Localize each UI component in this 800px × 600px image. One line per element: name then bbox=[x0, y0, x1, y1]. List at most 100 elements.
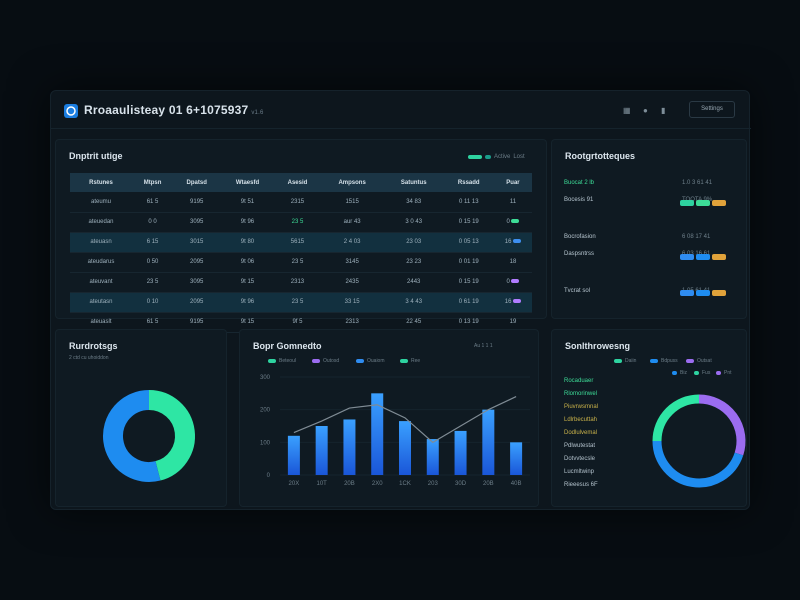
y-tick-label: 300 bbox=[260, 375, 271, 381]
legend-label: Pnt bbox=[724, 370, 732, 376]
ranking-item-label: Daspsntrss bbox=[564, 251, 595, 257]
column-header[interactable]: Ampsons bbox=[320, 173, 384, 192]
table-cell: 23 5 bbox=[132, 272, 174, 293]
table-cell: 23 23 bbox=[383, 252, 444, 273]
y-tick-label: 100 bbox=[260, 440, 271, 446]
column-header[interactable]: Dpatsd bbox=[173, 173, 221, 192]
table-cell: 18 bbox=[493, 252, 532, 273]
table-cell: ateuasn bbox=[70, 232, 133, 253]
table-row[interactable]: ateutasn 0 10 2095 9t 96 23 5 33 15 3 4 43 0 61… bbox=[70, 292, 532, 313]
legend-swatch bbox=[356, 359, 364, 363]
table-row[interactable]: ateuaslt 61 5 9195 9t 15 9f 5 2313 22 45 0 13 1… bbox=[70, 312, 532, 333]
table-cell: 16 bbox=[493, 232, 532, 253]
bar-chart-panel: Bopr Gomnedto Au 1 1 1 Beteoul Outosd Ouai… bbox=[239, 329, 539, 507]
table-cell: 0 bbox=[493, 212, 532, 233]
grid-icon[interactable]: ▦ bbox=[623, 106, 631, 115]
table-cell: 0 11 13 bbox=[443, 192, 494, 213]
table-cell: 9t 51 bbox=[220, 192, 275, 213]
data-table-panel: Dnptrit utige Active Lost Rstunes Mtpsn Dp… bbox=[55, 139, 547, 333]
table-cell: ateumu bbox=[70, 192, 133, 213]
donut2-legend-item: Biz bbox=[672, 370, 687, 376]
donut2-list-item: Lucmltwinp bbox=[564, 469, 595, 475]
column-header[interactable]: Puar bbox=[493, 173, 532, 192]
donut-chart-1 bbox=[103, 390, 195, 482]
x-tick-label: 10T bbox=[316, 481, 327, 487]
column-header[interactable]: Wtaesfd bbox=[220, 173, 275, 192]
legend-swatch bbox=[268, 359, 276, 363]
table-cell: 0 0 bbox=[132, 212, 174, 233]
table-cell: aur 43 bbox=[320, 212, 384, 233]
table-cell: 23 5 bbox=[274, 292, 321, 313]
table-cell: 3095 bbox=[173, 212, 221, 233]
donut2-title: Sonlthrowesng bbox=[565, 341, 630, 351]
table-cell: 3 4 43 bbox=[383, 292, 444, 313]
table-cell: 0 61 19 bbox=[443, 292, 494, 313]
legend-swatch bbox=[694, 371, 699, 375]
column-header[interactable]: Rssadd bbox=[443, 173, 494, 192]
legend-label: Outosd bbox=[323, 358, 340, 364]
donut2-legend-item: Daiin bbox=[614, 358, 636, 364]
bell-icon[interactable]: ● bbox=[643, 106, 648, 115]
table-cell: 3015 bbox=[173, 232, 221, 253]
donut2-list-item: Rocaduaer bbox=[564, 378, 594, 384]
column-header[interactable]: Rstunes bbox=[70, 173, 133, 192]
rankings-title: Rootgrtotteques bbox=[565, 151, 635, 161]
table-cell: 23 03 bbox=[383, 232, 444, 253]
legend-swatch bbox=[312, 359, 320, 363]
donut2-list-item: Dotvvtecsle bbox=[564, 456, 596, 462]
donut2-list-item: Rieeesus 6F bbox=[564, 482, 598, 488]
bar-chart: 0 100 200 300 20X 10T 20B 2X0 1CK 203 30D 20B 40B bbox=[260, 375, 530, 487]
dashboard-window: Rroaaulisteay 01 6+1075937 v1.6 ▦ ● ▮ Set… bbox=[50, 90, 751, 510]
table-row[interactable]: ateuasn 6 15 3015 9t 80 5615 2 4 03 23 03 0 05 … bbox=[70, 232, 532, 253]
table-cell: 2095 bbox=[173, 292, 221, 313]
y-tick-label: 200 bbox=[260, 408, 271, 414]
sparkline-segment bbox=[712, 254, 726, 260]
table-cell: 9t 06 bbox=[220, 252, 275, 273]
status-indicator bbox=[511, 279, 520, 283]
table-cell: 2095 bbox=[173, 252, 221, 273]
x-tick-label: 20B bbox=[483, 481, 494, 487]
bar-legend-item: Ouaiom bbox=[356, 358, 385, 364]
x-tick-label: 2X0 bbox=[372, 481, 383, 487]
table-cell: 2443 bbox=[383, 272, 444, 293]
donut2-legend-item: Pnt bbox=[716, 370, 732, 376]
table-cell: 2315 bbox=[274, 192, 321, 213]
donut2-legend-item: Outsat bbox=[686, 358, 712, 364]
user-icon[interactable]: ▮ bbox=[661, 106, 666, 115]
bar bbox=[315, 426, 328, 475]
table-row[interactable]: ateuedan 0 0 3095 9t 96 23 5 aur 43 3 0 43 0 15… bbox=[70, 212, 532, 233]
table-cell: 2435 bbox=[320, 272, 384, 293]
column-header[interactable]: Mtpsn bbox=[132, 173, 174, 192]
table-cell: 9t 96 bbox=[220, 212, 275, 233]
ranking-item-value: 1.0 3 61 41 bbox=[682, 180, 713, 186]
legend-label: Lost bbox=[513, 154, 525, 160]
bar bbox=[510, 442, 523, 475]
table-cell: 23 5 bbox=[274, 252, 321, 273]
table-row[interactable]: ateuvant 23 5 3095 9t 15 2313 2435 2443 0 15 19… bbox=[70, 272, 532, 293]
trend-line bbox=[293, 396, 517, 444]
column-header[interactable]: Satuntus bbox=[383, 173, 444, 192]
table-cell: 2313 bbox=[274, 272, 321, 293]
ranking-item-label: Tvcrat sol bbox=[564, 288, 591, 294]
app-logo-icon bbox=[64, 104, 78, 118]
table-cell: 6 15 bbox=[132, 232, 174, 253]
status-indicator bbox=[513, 239, 522, 243]
legend-label: Active bbox=[494, 154, 511, 160]
settings-button[interactable]: Settings bbox=[689, 101, 735, 118]
donut2-legend-item: Fus bbox=[694, 370, 710, 376]
legend-label: Fus bbox=[702, 370, 711, 376]
bar-legend-item: Ree bbox=[400, 358, 420, 364]
sparkline-segment bbox=[680, 200, 694, 206]
column-header[interactable]: Asesid bbox=[274, 173, 321, 192]
donut-panel-1: Rurdrotsgs 2 ctd cu uhoiddon bbox=[55, 329, 227, 507]
table-row[interactable]: ateudarus 0 50 2095 9t 06 23 5 3145 23 23 0 01 … bbox=[70, 252, 532, 273]
table-cell: 0 01 19 bbox=[443, 252, 494, 273]
x-tick-label: 1CK bbox=[399, 481, 411, 487]
donut-slice bbox=[698, 394, 746, 456]
y-tick-label: 0 bbox=[267, 473, 271, 479]
bar-legend-item: Beteoul bbox=[268, 358, 296, 364]
ranking-item-label: Buocat 2 lb bbox=[564, 180, 595, 186]
legend-swatch-active bbox=[468, 155, 482, 159]
table-row[interactable]: ateumu 61 5 9195 9t 51 2315 1515 34 83 0 11 13 1… bbox=[70, 192, 532, 213]
table-cell: 0 15 19 bbox=[443, 272, 494, 293]
